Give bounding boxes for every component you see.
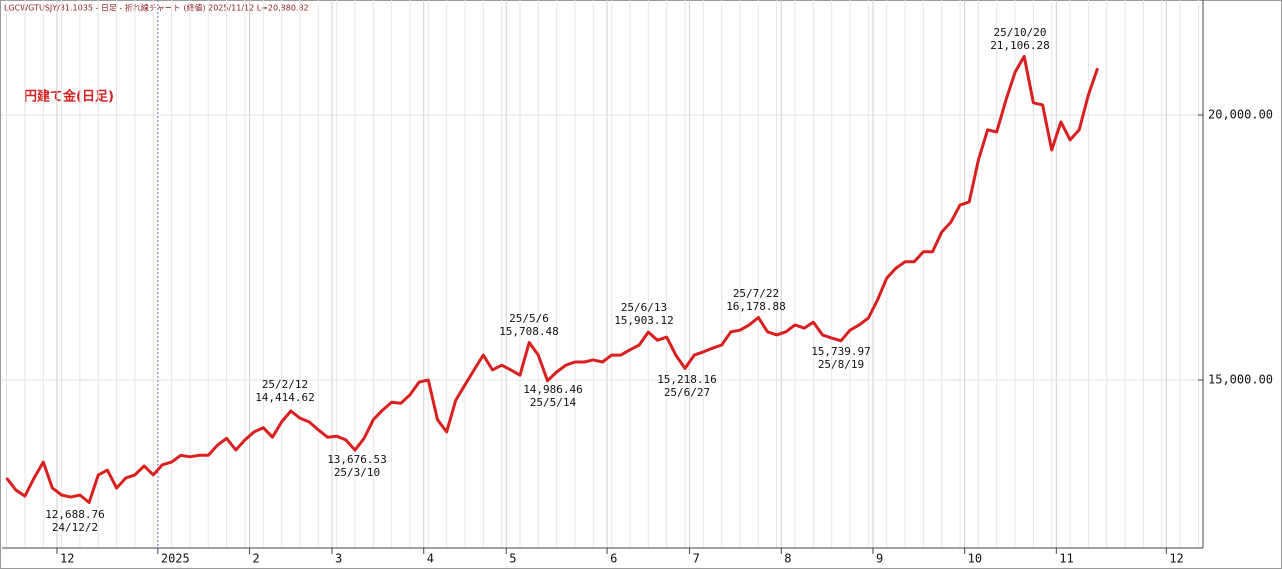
annotation-value: 21,106.28 — [990, 39, 1050, 52]
annotation-value: 15,903.12 — [614, 314, 674, 327]
x-tick-label: 2 — [253, 552, 260, 566]
x-tick-label: 10 — [968, 552, 982, 566]
x-tick-label: 7 — [693, 552, 700, 566]
price-line — [5, 54, 1100, 504]
annotation-date: 25/5/14 — [530, 396, 577, 409]
x-tick-label: 11 — [1059, 552, 1073, 566]
x-tick-label: 2025 — [161, 552, 190, 566]
annotation-date: 25/10/20 — [994, 26, 1047, 39]
annotation-date: 25/3/10 — [334, 466, 380, 479]
annotation-value: 14,986.46 — [523, 383, 583, 396]
annotation-value: 16,178.88 — [726, 300, 786, 313]
annotation-value: 15,218.16 — [657, 373, 717, 386]
annotation-date: 25/6/27 — [664, 386, 710, 399]
annotation-value: 12,688.76 — [45, 508, 105, 521]
y-tick-label: 15,000.00 — [1208, 372, 1273, 386]
y-tick-label: 20,000.00 — [1208, 108, 1273, 122]
x-tick-label: 5 — [509, 552, 516, 566]
annotation-date: 25/7/22 — [733, 287, 779, 300]
x-tick-label: 9 — [876, 552, 883, 566]
annotation-date: 24/12/2 — [52, 521, 98, 534]
annotation-date: 25/2/12 — [262, 378, 308, 391]
x-tick-label: 12 — [60, 552, 74, 566]
annotation-value: 15,739.97 — [811, 345, 871, 358]
annotation-date: 25/8/19 — [818, 358, 864, 371]
chart-title: 円建て金(日足) — [24, 89, 114, 105]
annotation-date: 25/5/6 — [509, 312, 549, 325]
x-tick-label: 3 — [335, 552, 342, 566]
x-tick-label: 6 — [610, 552, 617, 566]
annotation-value: 15,708.48 — [499, 325, 559, 338]
chart-header: LGCWGTUSJY/31.1035 - 日足 - 折れ線チャート (終値) 2… — [4, 3, 309, 13]
annotation-date: 25/6/13 — [621, 301, 667, 314]
x-tick-label: 4 — [427, 552, 434, 566]
x-tick-label: 12 — [1169, 552, 1183, 566]
annotation-value: 13,676.53 — [327, 453, 387, 466]
annotation-value: 14,414.62 — [255, 391, 315, 404]
x-tick-label: 8 — [784, 552, 791, 566]
